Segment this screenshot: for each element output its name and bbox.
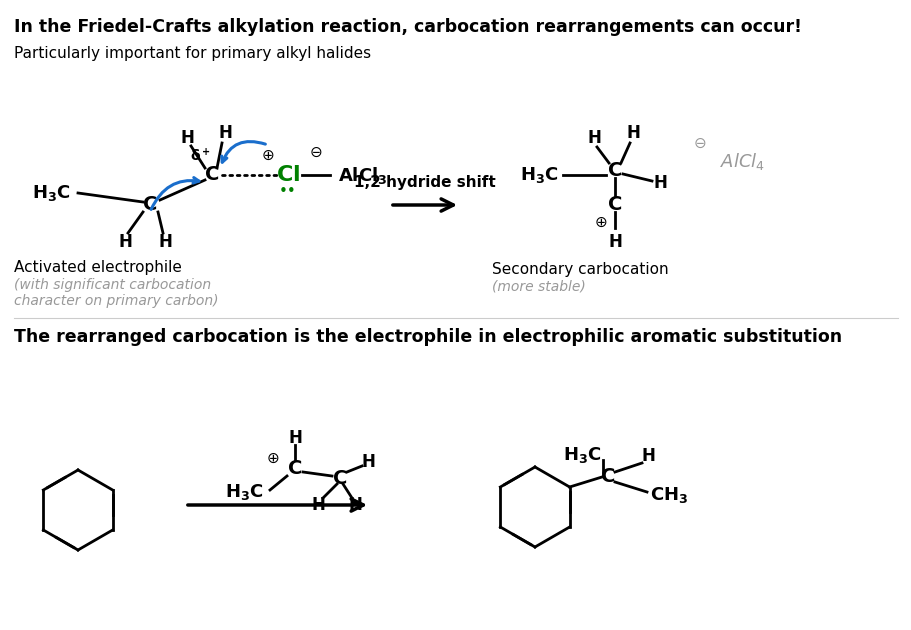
Text: The rearranged carbocation is the electrophile in electrophilic aromatic substit: The rearranged carbocation is the electr… [14,328,841,346]
Text: $\mathbf{H}$: $\mathbf{H}$ [607,233,621,251]
Text: $AlCl_4$: $AlCl_4$ [719,151,764,173]
Text: 1,2 hydride shift: 1,2 hydride shift [353,175,496,190]
Text: $\mathbf{H}$: $\mathbf{H}$ [118,233,132,251]
Text: $\mathbf{H_3C}$: $\mathbf{H_3C}$ [32,183,70,203]
Text: $\ominus$: $\ominus$ [692,135,706,151]
Text: Particularly important for primary alkyl halides: Particularly important for primary alkyl… [14,46,371,61]
Text: $\mathbf{H_3C}$: $\mathbf{H_3C}$ [562,445,601,465]
Text: (more stable): (more stable) [491,280,585,294]
Text: $\mathbf{H}$: $\mathbf{H}$ [347,496,362,514]
Text: $\mathbf{H}$: $\mathbf{H}$ [652,174,667,192]
Text: $\mathbf{H}$: $\mathbf{H}$ [179,129,194,147]
Text: $\mathbf{H}$: $\mathbf{H}$ [158,233,172,251]
Text: $\oplus$: $\oplus$ [266,450,280,466]
Text: $\mathbf{H}$: $\mathbf{H}$ [218,124,232,142]
Text: $\mathbf{C}$: $\mathbf{C}$ [607,161,622,180]
Text: $\mathbf{C}$: $\mathbf{C}$ [287,459,302,478]
Text: $\mathbf{H}$: $\mathbf{H}$ [586,129,600,147]
Text: $\mathbf{H_3C}$: $\mathbf{H_3C}$ [225,482,263,502]
Text: $\mathbf{C}$: $\mathbf{C}$ [333,469,347,488]
Text: $\oplus$: $\oplus$ [594,214,607,229]
Text: $\mathbf{H_3C}$: $\mathbf{H_3C}$ [519,165,558,185]
Text: $\mathbf{C}$: $\mathbf{C}$ [142,195,158,214]
Text: In the Friedel-Crafts alkylation reaction, carbocation rearrangements can occur!: In the Friedel-Crafts alkylation reactio… [14,18,801,36]
Text: $\mathbf{\delta^+}$: $\mathbf{\delta^+}$ [189,147,210,164]
Text: $\mathbf{Cl}$: $\mathbf{Cl}$ [276,165,300,185]
Text: $\ominus$: $\ominus$ [309,144,322,159]
Text: $\mathbf{H}$: $\mathbf{H}$ [311,496,325,514]
Text: $\mathbf{H}$: $\mathbf{H}$ [640,447,654,465]
Text: $\mathbf{H}$: $\mathbf{H}$ [625,124,640,142]
Text: $\mathbf{AlCl_3}$: $\mathbf{AlCl_3}$ [338,164,387,185]
Text: Secondary carbocation: Secondary carbocation [491,262,668,277]
Text: Activated electrophile: Activated electrophile [14,260,181,275]
Text: $\mathbf{C}$: $\mathbf{C}$ [204,166,220,185]
Text: $\mathbf{H}$: $\mathbf{H}$ [361,453,374,471]
Text: $\mathbf{C}$: $\mathbf{C}$ [607,195,622,214]
Text: (with significant carbocation
character on primary carbon): (with significant carbocation character … [14,278,219,308]
Text: $\mathbf{C}$: $\mathbf{C}$ [599,467,615,486]
Text: $\oplus$: $\oplus$ [261,147,274,163]
Text: ••: •• [279,185,297,200]
Text: $\mathbf{CH_3}$: $\mathbf{CH_3}$ [650,485,688,505]
Text: $\mathbf{H}$: $\mathbf{H}$ [288,429,302,447]
